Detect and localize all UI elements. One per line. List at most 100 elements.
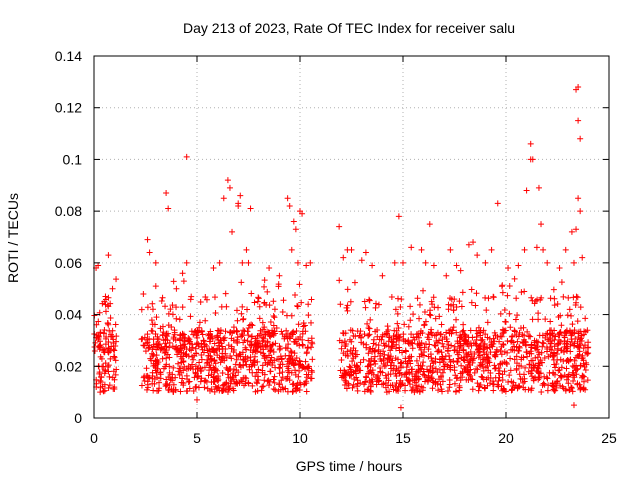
data-point [501, 327, 508, 334]
data-point [387, 353, 394, 360]
data-point [515, 382, 522, 389]
data-point [469, 357, 476, 364]
data-point [513, 295, 520, 302]
data-point [451, 347, 458, 354]
data-point [305, 371, 312, 378]
data-point [285, 341, 292, 348]
y-tick-label: 0.12 [55, 100, 82, 116]
data-point [404, 377, 411, 384]
data-point [99, 383, 106, 390]
data-point [153, 314, 160, 321]
data-point [392, 355, 399, 362]
data-point [512, 316, 519, 323]
data-point [416, 342, 423, 349]
data-point [536, 332, 543, 339]
data-point [168, 386, 175, 393]
data-point [278, 356, 285, 363]
data-point [205, 372, 212, 379]
data-point [429, 358, 436, 365]
data-point [241, 356, 248, 363]
data-point [559, 383, 566, 390]
data-point [245, 332, 252, 339]
data-point [144, 304, 151, 311]
data-point [293, 384, 300, 391]
data-point [256, 303, 263, 310]
data-point [499, 376, 506, 383]
data-point [143, 365, 150, 372]
data-point [190, 388, 197, 395]
data-point [418, 350, 425, 357]
data-point [435, 304, 442, 311]
data-point [158, 297, 165, 304]
data-point [178, 379, 185, 386]
data-point [506, 283, 513, 290]
data-point [227, 352, 234, 359]
data-point-outlier [358, 257, 365, 264]
data-point [169, 311, 176, 318]
data-point [490, 293, 497, 300]
data-point [144, 378, 151, 385]
data-point [474, 346, 481, 353]
data-point [518, 363, 525, 370]
data-point [465, 351, 472, 358]
data-point [557, 312, 564, 319]
data-point [156, 385, 163, 392]
data-point [485, 295, 492, 302]
data-point [150, 336, 157, 343]
y-tick-label: 0.04 [55, 307, 82, 323]
data-point [396, 344, 403, 351]
data-point [511, 384, 518, 391]
data-point [530, 362, 537, 369]
data-point [561, 338, 568, 345]
data-point [155, 342, 162, 349]
data-point [178, 359, 185, 366]
data-point [259, 338, 266, 345]
data-point [254, 387, 261, 394]
data-point [206, 346, 213, 353]
data-point [185, 353, 192, 360]
data-point [297, 381, 304, 388]
data-point [192, 345, 199, 352]
data-point [240, 327, 247, 334]
data-point [570, 378, 577, 385]
data-point [362, 379, 369, 386]
data-point [462, 332, 469, 339]
data-point [219, 370, 226, 377]
data-point-outlier [494, 200, 501, 207]
data-point [234, 317, 241, 324]
data-point [550, 286, 557, 293]
data-point [573, 293, 580, 300]
data-point [113, 333, 120, 340]
data-point [301, 380, 308, 387]
data-point [101, 387, 108, 394]
data-point-outlier [426, 221, 433, 228]
data-point [276, 380, 283, 387]
data-point [140, 374, 147, 381]
data-point [349, 358, 356, 365]
data-point-outlier [447, 246, 454, 253]
data-point [272, 386, 279, 393]
data-point [259, 367, 266, 374]
data-point [480, 327, 487, 334]
data-point [504, 361, 511, 368]
data-point [372, 300, 379, 307]
data-point [222, 328, 229, 335]
data-point [400, 331, 407, 338]
data-point [373, 341, 380, 348]
data-point [580, 385, 587, 392]
data-point [107, 355, 114, 362]
data-point [528, 357, 535, 364]
data-point [551, 343, 558, 350]
data-point [364, 386, 371, 393]
data-point [475, 324, 482, 331]
data-point [251, 341, 258, 348]
data-point [102, 308, 109, 315]
data-point [517, 375, 524, 382]
data-point [344, 348, 351, 355]
data-point [377, 353, 384, 360]
data-point [221, 334, 228, 341]
data-point-outlier [286, 202, 293, 209]
data-point [285, 365, 292, 372]
data-point [567, 348, 574, 355]
data-point [113, 276, 120, 283]
